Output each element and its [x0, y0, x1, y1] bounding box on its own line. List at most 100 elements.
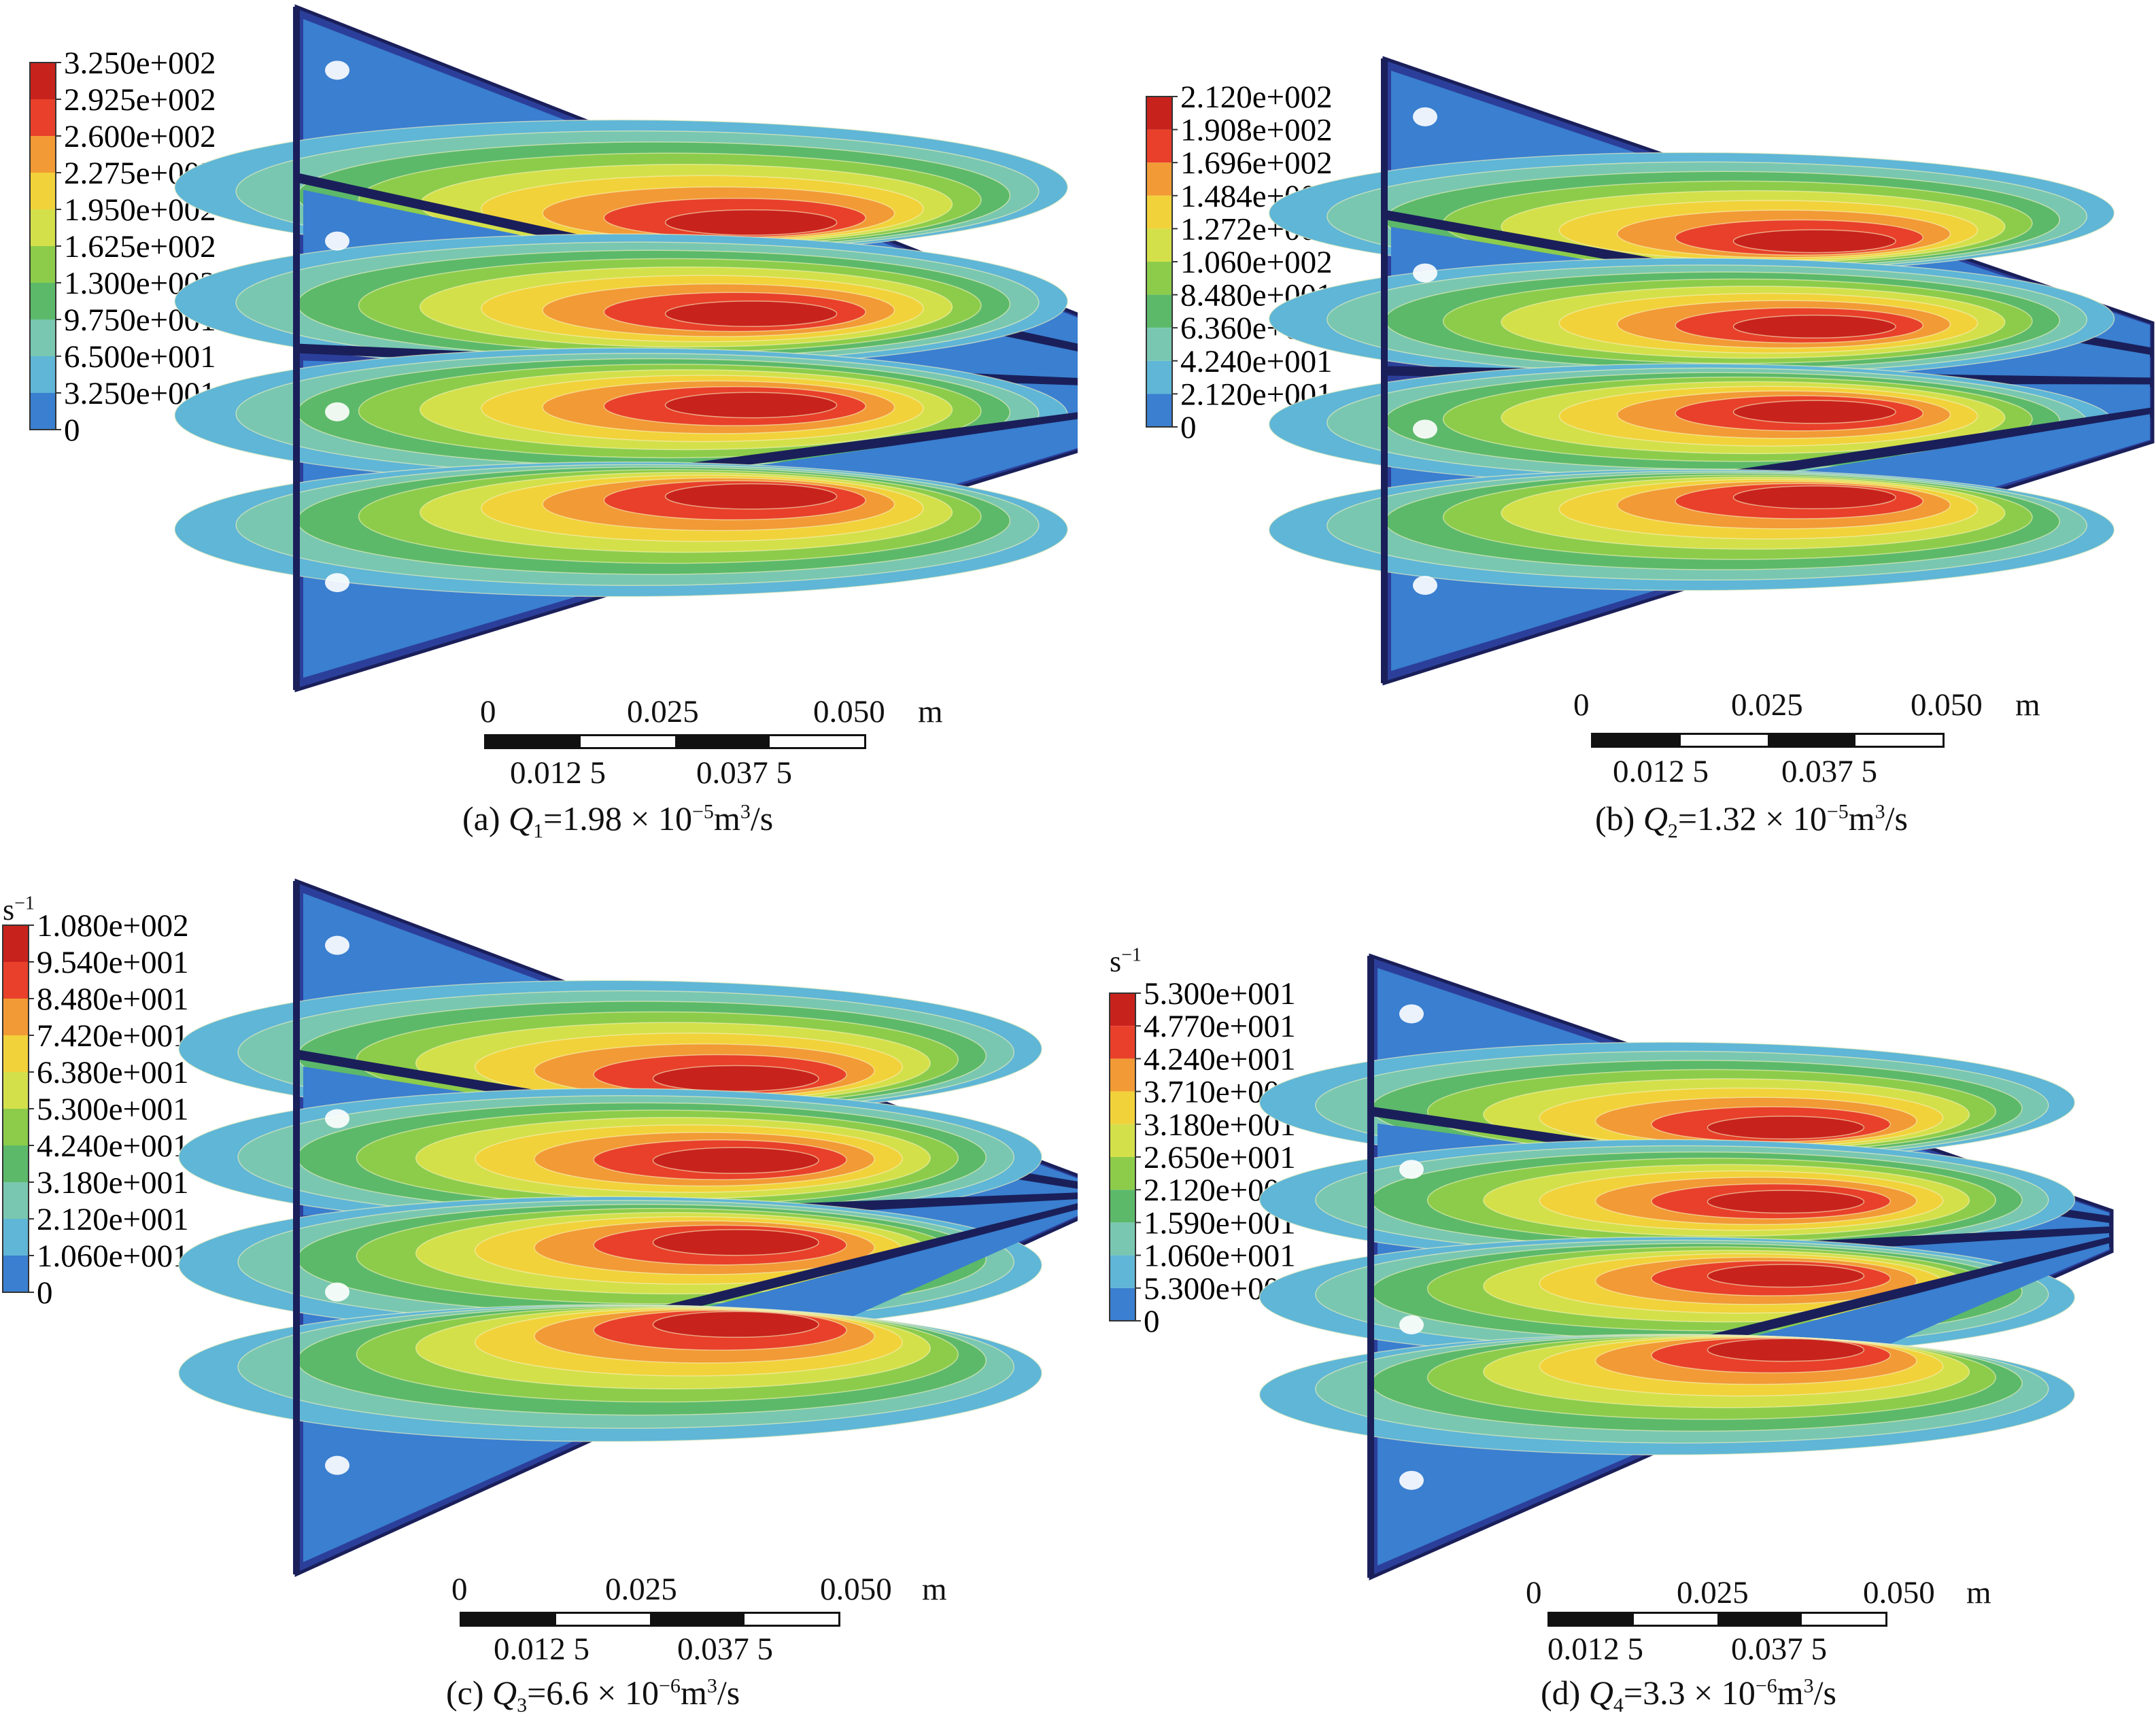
colorbar-band — [30, 283, 56, 319]
colorbar-label: 7.420e+001 — [37, 1018, 189, 1054]
scale-bar — [460, 1612, 840, 1627]
channel — [174, 419, 1078, 678]
contour-level — [664, 209, 838, 236]
highlight-spot — [1399, 1160, 1424, 1179]
colorbar-label: 6.380e+001 — [37, 1055, 189, 1090]
colorbar-label: 1.696e+002 — [1180, 145, 1333, 181]
colorbar-band — [1110, 1058, 1135, 1092]
legend-unit: s−1 — [1110, 944, 1142, 978]
colorbar-label: 4.240e+001 — [1144, 1041, 1296, 1077]
contour-level — [652, 1311, 819, 1338]
colorbar-band — [1146, 262, 1172, 295]
legend-unit: s−1 — [3, 893, 35, 927]
colorbar-label: 0 — [37, 1275, 53, 1311]
scale-label-00375: 0.037 5 — [677, 1631, 773, 1667]
contour-level — [1707, 1338, 1865, 1362]
scale-label-00125: 0.012 5 — [510, 755, 606, 791]
colorbar-band — [1110, 1157, 1135, 1190]
colorbar-label: 3.180e+001 — [37, 1165, 189, 1200]
colorbar-label: 8.480e+001 — [37, 982, 189, 1017]
highlight-spot — [325, 573, 349, 593]
colorbar-label: 2.120e+002 — [1180, 80, 1333, 115]
contour-level — [1707, 1190, 1865, 1214]
highlight-spot — [1399, 1470, 1424, 1490]
flow-channel-fan — [174, 4, 1078, 693]
contour-level — [1732, 485, 1896, 510]
colorbar-label: 3.250e+002 — [64, 46, 216, 81]
colorbar-band — [30, 136, 56, 173]
colorbar-band — [30, 63, 56, 99]
colorbar: 1.080e+0029.540e+0018.480e+0017.420e+001… — [2, 908, 189, 1311]
contour-level — [652, 1065, 819, 1092]
highlight-spot — [325, 231, 349, 251]
caption-d: (d) Q4=3.3 × 10−6m3/s — [1541, 1674, 1837, 1716]
channel — [174, 190, 1078, 381]
colorbar-label: 4.240e+001 — [1180, 344, 1333, 379]
highlight-spot — [325, 1282, 349, 1302]
colorbar-band — [1146, 195, 1172, 229]
scale-label-0: 0 — [1573, 687, 1590, 723]
colorbar-band — [3, 925, 29, 962]
contour-level — [1707, 1264, 1865, 1288]
colorbar-band — [3, 1145, 29, 1182]
colorbar-band — [3, 1035, 29, 1072]
colorbar-band — [1110, 1222, 1135, 1256]
colorbar-label: 0 — [1180, 410, 1197, 445]
colorbar-label: 1.060e+001 — [37, 1239, 189, 1274]
colorbar-band — [1110, 1026, 1135, 1059]
channel — [1259, 1243, 2109, 1566]
contour-plot-d: 5.300e+0014.770e+0014.240e+0013.710e+001… — [1109, 953, 2114, 1580]
highlight-spot — [325, 402, 349, 421]
contour-level — [652, 1228, 819, 1256]
caption-b: (b) Q2=1.32 × 10−5m3/s — [1595, 799, 1909, 842]
colorbar-label: 1.908e+002 — [1180, 113, 1333, 148]
colorbar-label: 2.650e+001 — [1144, 1140, 1296, 1175]
flow-channel-fan — [1259, 953, 2114, 1580]
colorbar-band — [1110, 1288, 1135, 1321]
panel-a: 3.250e+002 2.925e+002 2.600e+002 2.275e+002… — [0, 0, 1078, 864]
scale-label-0025: 0.025 — [605, 1572, 677, 1607]
scale-label-0: 0 — [1526, 1575, 1542, 1610]
colorbar-label: 4.240e+001 — [37, 1128, 189, 1164]
scale-label-0050: 0.050 — [813, 694, 885, 729]
colorbar-band — [1146, 129, 1172, 163]
colorbar-band — [1146, 394, 1172, 427]
highlight-spot — [1413, 107, 1437, 126]
scale-label-0050: 0.050 — [820, 1572, 892, 1607]
colorbar-label: 6.500e+001 — [64, 339, 216, 375]
colorbar-band — [1146, 360, 1172, 394]
caption-a: (a) Q1=1.98 × 10−5m3/s — [462, 799, 774, 842]
contour-level — [1732, 229, 1896, 254]
flow-channel-fan — [1268, 56, 2155, 686]
colorbar-band — [1110, 1255, 1135, 1288]
channel — [1259, 1123, 2109, 1261]
scale-label-00125: 0.012 5 — [1547, 1631, 1643, 1667]
colorbar-label: 4.770e+001 — [1144, 1009, 1296, 1044]
colorbar: 2.120e+0021.908e+0021.696e+0021.484e+002… — [1146, 80, 1333, 445]
colorbar-label: 2.600e+002 — [64, 119, 216, 154]
colorbar-label: 1.625e+002 — [64, 229, 216, 264]
colorbar-band — [1146, 228, 1172, 262]
colorbar-band — [30, 319, 56, 356]
scale-unit: m — [2015, 687, 2040, 723]
colorbar-band — [30, 99, 56, 136]
colorbar-label: 1.060e+001 — [1144, 1239, 1296, 1274]
colorbar-band — [3, 999, 29, 1035]
colorbar-band — [1146, 162, 1172, 196]
highlight-spot — [325, 1455, 349, 1475]
channel — [178, 1209, 1078, 1562]
colorbar-band — [3, 1256, 29, 1292]
scale-label-0025: 0.025 — [627, 694, 699, 729]
scale-bar — [1591, 733, 1945, 748]
scale-bar — [1547, 1612, 1887, 1627]
channel — [1259, 968, 2109, 1219]
panel-b: 2.120e+002 1.908e+002 1.696e+002 1.484e+002… — [1078, 0, 2156, 864]
scale-label-0025: 0.025 — [1677, 1575, 1749, 1610]
highlight-spot — [1413, 576, 1437, 595]
colorbar-band — [30, 173, 56, 209]
scale-label-00375: 0.037 5 — [1731, 1631, 1827, 1667]
colorbar-band — [30, 356, 56, 393]
scale-unit: m — [922, 1572, 947, 1607]
colorbar-band — [30, 209, 56, 246]
colorbar-band — [30, 246, 56, 283]
